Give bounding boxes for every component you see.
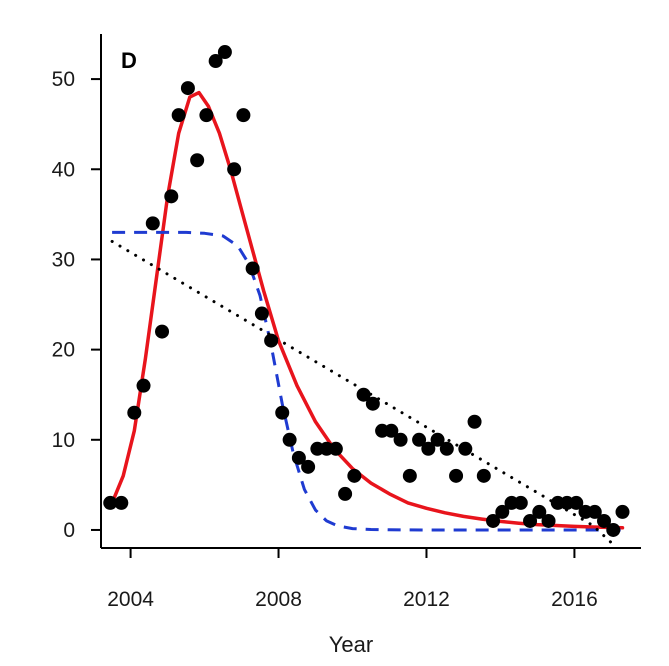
y-tick-label: 0 — [63, 519, 75, 542]
data-point — [365, 396, 380, 411]
data-point — [597, 513, 612, 528]
x-tick-label: 2016 — [551, 588, 598, 611]
data-point — [245, 261, 260, 276]
data-points — [103, 45, 630, 537]
data-point — [338, 486, 353, 501]
data-point — [384, 423, 399, 438]
data-point — [227, 162, 242, 177]
data-point — [356, 387, 371, 402]
data-point — [190, 153, 205, 168]
data-point — [275, 405, 290, 420]
data-point — [467, 414, 482, 429]
data-point — [495, 504, 510, 519]
data-point — [523, 513, 538, 528]
data-point — [569, 495, 584, 510]
data-point — [532, 504, 547, 519]
data-point — [264, 333, 279, 348]
data-point — [254, 306, 269, 321]
data-point — [199, 108, 214, 123]
data-point — [180, 81, 195, 96]
data-point — [486, 513, 501, 528]
data-point — [114, 495, 129, 510]
data-point — [103, 495, 118, 510]
data-point — [208, 54, 223, 69]
data-point — [615, 504, 630, 519]
data-point — [347, 468, 362, 483]
y-tick-label: 40 — [52, 158, 75, 181]
data-point — [328, 441, 343, 456]
x-tick-label: 2004 — [107, 588, 154, 611]
data-point — [458, 441, 473, 456]
data-point — [476, 468, 491, 483]
data-point — [217, 45, 232, 60]
data-point — [282, 432, 297, 447]
data-point — [430, 432, 445, 447]
data-point — [236, 108, 251, 123]
y-tick-label: 20 — [52, 339, 75, 362]
data-point — [155, 324, 170, 339]
data-point — [513, 495, 528, 510]
solid-fit-line — [110, 90, 625, 530]
y-tick-label: 50 — [52, 68, 75, 91]
x-tick-label: 2012 — [403, 588, 450, 611]
data-point — [421, 441, 436, 456]
data-point — [127, 405, 142, 420]
data-point — [164, 189, 179, 204]
fit-curves — [110, 90, 625, 550]
y-tick-label: 30 — [52, 248, 75, 271]
x-axis-title: Year — [329, 632, 373, 657]
dashed-fit-line — [112, 230, 623, 532]
data-point — [145, 216, 160, 231]
data-point — [449, 468, 464, 483]
data-point — [301, 459, 316, 474]
x-tick-label: 2008 — [255, 588, 302, 611]
data-point — [402, 468, 417, 483]
data-point — [136, 378, 151, 393]
data-point — [439, 441, 454, 456]
data-point — [291, 450, 306, 465]
data-point — [606, 522, 621, 537]
data-point — [171, 108, 186, 123]
axes: 0 10 20 30 40 50 2004 2008 2012 2016 — [52, 34, 641, 611]
data-point — [393, 432, 408, 447]
data-point — [412, 432, 427, 447]
panel-label: D — [121, 48, 137, 73]
y-tick-label: 10 — [52, 429, 75, 452]
data-point — [541, 513, 556, 528]
data-point — [587, 504, 602, 519]
